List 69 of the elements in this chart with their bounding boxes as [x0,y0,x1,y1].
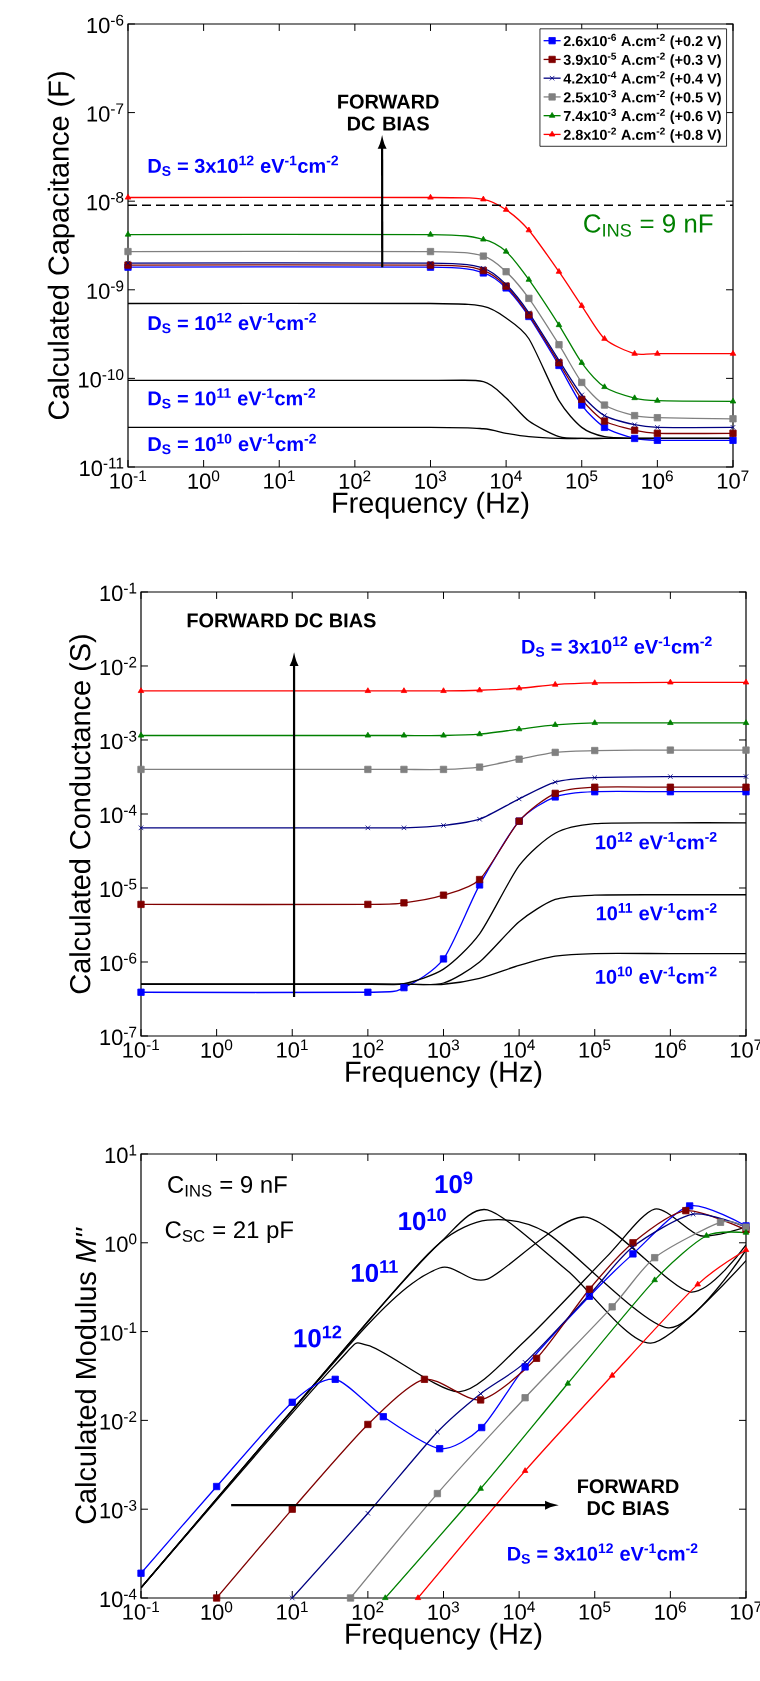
x-tick-label: 10$^{3}$ [428,1039,460,1058]
y-tick-label: 10$^{1}$ [105,1144,137,1164]
annotation: 10$^{11}$ [351,1260,398,1283]
y-tick-label: 10$^{-2}$ [100,1411,137,1430]
x-tick-label: 10$^{4}$ [504,1039,535,1058]
annotation: 10$^{10}$ [399,1208,446,1231]
annotation: 10$^{12}$ eV$^{-1}$cm$^{-2}$ [596,831,717,850]
y-tick-label: 10$^{-1}$ [100,582,137,602]
annotation: FORWARD DC BIAS [338,94,439,131]
legend-label: 4.2x10$^{-4}$ A.cm$^{-2}$ (+0.4 V) [563,71,721,87]
x-tick-label: 10$^{6}$ [655,1039,686,1058]
y-tick-label: 10$^{-2}$ [100,656,137,676]
y-tick-label: 10$^{-7}$ [87,103,124,122]
x-tick-label: 10$^{4}$ [491,470,522,489]
y-tick-label: 10$^{0}$ [105,1233,137,1252]
legend-label: 2.6x10$^{-6}$ A.cm$^{-2}$ (+0.2 V) [563,33,721,50]
legend-label: 2.5x10$^{-3}$ A.cm$^{-2}$ (+0.5 V) [563,90,721,106]
y-tick-label: 10$^{-5}$ [100,878,137,898]
x-tick-label: 10$^{5}$ [566,470,598,489]
y-tick-label: 10$^{-4}$ [100,804,137,824]
annotation: C$_{INS}$ = 9 nF [168,1176,287,1197]
y-tick-label: 10$^{-8}$ [87,191,124,211]
y-tick-label: 10$^{-1}$ [100,1322,137,1341]
x-tick-label: 10$^{7}$ [717,470,749,489]
y-tick-label: 10$^{-3}$ [100,730,137,750]
annotation: D$_{S}$ = 3x10$^{12}$ eV$^{-1}$cm$^{-2}$ [148,155,339,176]
x-axis-title: Frequency (Hz) [333,491,529,519]
x-tick-label: 10$^{6}$ [655,1601,686,1620]
x-tick-label: 10$^{0}$ [201,1039,233,1058]
y-axis-title: Calculated Conductance (S) [69,635,97,994]
legend-label: 2.8x10$^{-2}$ A.cm$^{-2}$ (+0.8 V) [563,127,721,143]
legend-label: 3.9x10$^{-5}$ A.cm$^{-2}$ (+0.3 V) [563,52,721,68]
y-tick-label: 10$^{-6}$ [100,952,137,972]
y-tick-label: 10$^{-6}$ [87,14,124,34]
x-tick-label: 10$^{3}$ [428,1601,460,1620]
annotation: D$_{S}$ = 10$^{12}$ eV$^{-1}$cm$^{-2}$ [148,312,316,334]
annotation: D$_{S}$ = 3x10$^{12}$ eV$^{-1}$cm$^{-2}$ [508,1543,698,1564]
x-tick-label: 10$^{3}$ [415,470,447,489]
y-tick-label: 10$^{-3}$ [100,1499,137,1519]
annotation: FORWARD DC BIAS [578,1479,679,1516]
annotation: 10$^{9}$ [435,1171,473,1194]
annotation: D$_{S}$ = 3x10$^{12}$ eV$^{-1}$cm$^{-2}$ [522,636,712,657]
x-tick-label: 10$^{1}$ [277,1601,308,1620]
x-tick-label: 10$^{0}$ [188,470,220,489]
annotation: FORWARD DC BIAS [187,613,376,628]
x-tick-label: 10$^{5}$ [579,1601,611,1620]
x-axis-title: Frequency (Hz) [346,1622,542,1650]
annotation: D$_{S}$ = 10$^{10}$ eV$^{-1}$cm$^{-2}$ [148,433,316,455]
annotation: D$_{S}$ = 10$^{11}$ eV$^{-1}$cm$^{-2}$ [148,388,316,409]
x-tick-label: 10$^{5}$ [579,1039,611,1058]
x-tick-label: 10$^{6}$ [642,470,673,489]
x-axis-title: Frequency (Hz) [346,1060,542,1088]
y-axis-title: Calculated Capacitance (F) [47,72,75,420]
y-tick-label: 10$^{-10}$ [79,369,124,388]
x-tick-label: 10$^{0}$ [201,1601,233,1620]
x-tick-label: 10$^{4}$ [504,1601,535,1620]
x-tick-label: 10$^{2}$ [339,470,371,489]
legend-label: 7.4x10$^{-3}$ A.cm$^{-2}$ (+0.6 V) [563,108,721,125]
annotation: C$_{INS}$ = 9 nF [584,214,713,237]
y-axis-title: Calculated Modulus M'' [74,1227,97,1524]
x-tick-label: 10$^{2}$ [352,1601,384,1620]
y-tick-label: 10$^{-9}$ [87,280,124,299]
annotation: 10$^{10}$ eV$^{-1}$cm$^{-2}$ [596,966,717,984]
x-tick-label: 10$^{1}$ [264,470,295,489]
x-tick-label: 10$^{2}$ [352,1039,384,1058]
annotation: 10$^{11}$ eV$^{-1}$cm$^{-2}$ [596,902,717,921]
annotation: 10$^{12}$ [294,1325,342,1348]
annotation: C$_{SC}$ = 21 pF [165,1221,293,1243]
x-tick-label: 10$^{1}$ [277,1039,308,1058]
